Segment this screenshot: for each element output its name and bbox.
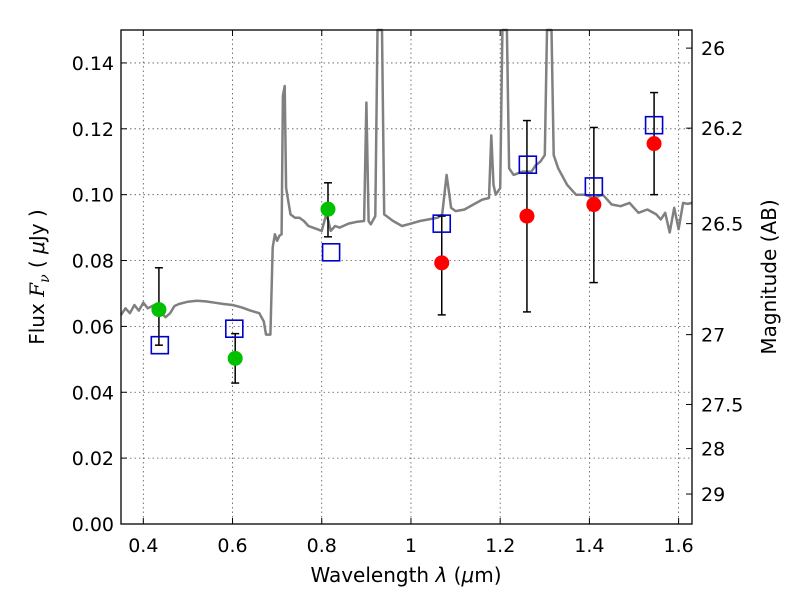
data-point-circle (646, 136, 662, 152)
y-tick-label: 0.10 (72, 185, 114, 207)
data-point-circle (151, 302, 167, 318)
x-tick-label: 0.6 (217, 535, 247, 557)
y2-tick-label: 26.2 (701, 118, 743, 140)
y2-tick-label: 28 (701, 439, 725, 461)
y-tick-label: 0.14 (72, 53, 114, 75)
data-point-circle (320, 201, 336, 217)
y-tick-label: 0.06 (72, 316, 114, 338)
y2-tick-label: 29 (701, 484, 725, 506)
data-point-square (150, 335, 170, 355)
y-tick-label: 0.12 (72, 119, 114, 141)
y2-tick-label: 27 (701, 325, 725, 347)
data-point-square (518, 155, 538, 174)
spectrum-line (119, 28, 693, 336)
data-point-square (584, 177, 604, 196)
y2-tick-label: 26.5 (701, 214, 743, 236)
y-tick-label: 0.02 (72, 448, 114, 470)
y-tick-label: 0.04 (72, 382, 114, 404)
y2-tick-label: 26 (701, 38, 725, 60)
data-point-square (225, 319, 244, 339)
x-tick-label: 1.4 (574, 535, 604, 557)
data-series (150, 91, 664, 384)
template-spectrum (119, 28, 693, 336)
data-point-circle (519, 208, 535, 224)
plot-frame (120, 29, 693, 525)
grid-lines (121, 30, 692, 525)
data-point-circle (434, 255, 450, 271)
x-tick-label: 1.6 (664, 535, 694, 557)
x-tick-label: 1.2 (485, 535, 515, 557)
data-point-circle (227, 350, 243, 366)
axis-ticks: 0.4 0.6 0.8 1 1.2 1.4 1.6 0.00 0.02 0.04 0.06 0.08 0… (72, 30, 743, 557)
data-point-square (644, 115, 664, 135)
x-tick-label: 0.4 (128, 535, 158, 557)
y-axis-label: Flux Fν ( μJy ) (25, 209, 53, 345)
x-axis-label: Wavelength λ (μm) (310, 563, 501, 587)
data-point-square (321, 243, 341, 262)
y2-axis-label: Magnitude (AB) (757, 199, 781, 354)
x-tick-label: 1 (405, 535, 417, 557)
x-tick-label: 0.8 (307, 535, 337, 557)
y-tick-label: 0.08 (72, 251, 114, 273)
data-point-circle (586, 197, 602, 213)
y-tick-label: 0.00 (72, 514, 114, 536)
y2-tick-label: 27.5 (701, 394, 743, 416)
data-point-square (432, 214, 452, 233)
